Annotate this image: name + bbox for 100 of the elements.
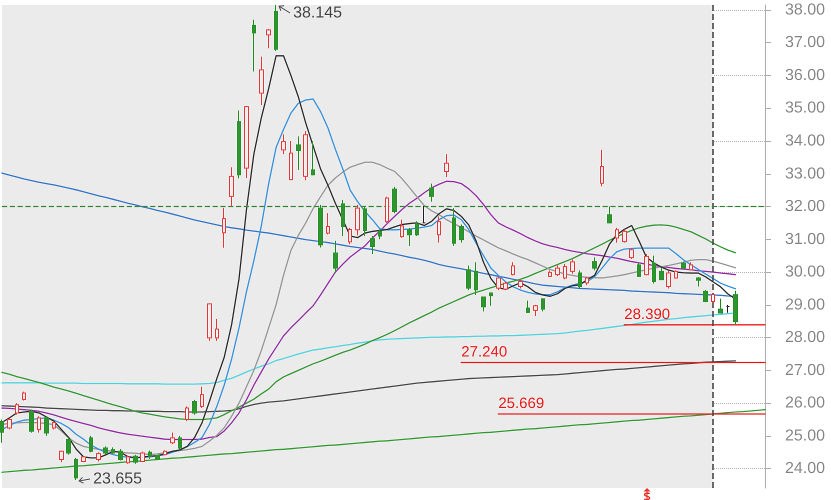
- candlestick: [244, 105, 249, 179]
- candlestick: [81, 456, 86, 463]
- candlestick: [385, 196, 389, 224]
- y-tick-label: 28.00: [785, 329, 826, 346]
- candlestick: [118, 448, 123, 461]
- candlestick: [563, 263, 567, 280]
- candlestick: [652, 255, 656, 284]
- candlestick: [44, 416, 49, 436]
- candlestick: [229, 166, 234, 208]
- y-tick-label: 34.00: [785, 132, 826, 150]
- candlestick: [407, 227, 412, 246]
- candlestick: [178, 435, 182, 450]
- candlestick: [148, 450, 152, 460]
- y-tick-label: 26.00: [785, 394, 826, 412]
- candlestick: [96, 452, 101, 462]
- candlestick: [578, 270, 582, 289]
- candlestick: [444, 154, 449, 178]
- candlestick: [526, 300, 530, 314]
- candlestick: [392, 186, 397, 214]
- y-tick-label: 32.00: [785, 198, 826, 216]
- candlestick: [674, 270, 678, 280]
- y-tick-label: 24.00: [785, 460, 826, 478]
- candlestick: [333, 240, 338, 274]
- y-tick-label: 27.00: [785, 362, 826, 379]
- candlestick: [126, 455, 130, 464]
- candlestick: [103, 446, 108, 456]
- line-series: [1, 224, 736, 420]
- candlestick: [622, 228, 627, 244]
- y-tick-label: 37.00: [785, 34, 826, 52]
- candlestick: [66, 437, 71, 456]
- candlestick: [7, 417, 12, 430]
- candlestick: [133, 454, 138, 464]
- candlestick: [318, 204, 323, 248]
- series-label: 28.390: [624, 306, 670, 323]
- y-tick-label: 31.00: [785, 230, 826, 248]
- candlestick: [89, 435, 93, 453]
- candlestick: [689, 262, 693, 271]
- candlestick: [711, 292, 715, 304]
- candlestick: [555, 265, 560, 276]
- candlestick: [659, 268, 664, 281]
- candlestick: [37, 416, 41, 434]
- y-tick-label: 29.00: [785, 296, 826, 314]
- candlestick: [237, 110, 241, 179]
- candlestick: [52, 420, 56, 430]
- candlestick: [22, 391, 26, 402]
- candlestick: [59, 450, 64, 463]
- candlestick: [511, 262, 515, 276]
- candlestick: [726, 304, 730, 314]
- candlestick: [170, 432, 175, 445]
- candlestick: [696, 276, 701, 287]
- candlestick: [496, 276, 501, 291]
- candlestick: [703, 290, 708, 303]
- candlestick: [400, 219, 404, 238]
- candlestick: [570, 259, 575, 274]
- y-tick-label: 36.00: [785, 66, 826, 84]
- candlestick: [29, 409, 34, 434]
- candlestick: [548, 270, 552, 278]
- candlestick: [466, 265, 471, 291]
- candlestick: [629, 248, 634, 260]
- candlestick: [541, 298, 545, 312]
- candlestick: [163, 450, 167, 456]
- candlestick: [111, 446, 115, 454]
- candlestick: [503, 281, 508, 291]
- candlestick: [518, 280, 523, 289]
- candlestick: [259, 56, 264, 106]
- candlestick: [15, 402, 19, 416]
- candlestick: [481, 296, 486, 312]
- candlestick: [370, 236, 375, 255]
- candlestick: [222, 207, 226, 248]
- candlestick: [615, 227, 619, 244]
- candlestick: [666, 270, 671, 289]
- candlestick: [355, 204, 360, 236]
- candlestick: [429, 183, 434, 202]
- candlestick: [207, 302, 212, 342]
- candlestick: [185, 406, 189, 422]
- candlestick: [437, 216, 441, 244]
- candlestick: [681, 261, 686, 270]
- y-tick-label: 25.00: [785, 427, 826, 444]
- candlestick: [718, 298, 723, 314]
- series-label: 25.669: [498, 394, 544, 412]
- candlestick: [341, 199, 345, 237]
- candlestick: [252, 19, 256, 72]
- candlestick: [363, 206, 367, 237]
- y-tick-label: 33.00: [785, 165, 826, 182]
- candlestick: [0, 419, 4, 444]
- candlestick: [585, 276, 589, 286]
- candlestick: [600, 149, 604, 187]
- candlestick: [274, 4, 278, 52]
- annotation: 23.655: [93, 470, 142, 488]
- series-label: 27.240: [461, 344, 508, 360]
- y-tick-label: 30.00: [785, 264, 826, 281]
- candlestick: [592, 256, 597, 271]
- candlestick: [733, 290, 738, 326]
- candlestick: [607, 206, 612, 224]
- candlestick: [637, 262, 641, 278]
- candlestick: [452, 208, 456, 246]
- candlestick: [289, 140, 293, 181]
- candlestick: [489, 292, 493, 306]
- candlestick: [474, 262, 478, 296]
- candlestick: [415, 220, 419, 237]
